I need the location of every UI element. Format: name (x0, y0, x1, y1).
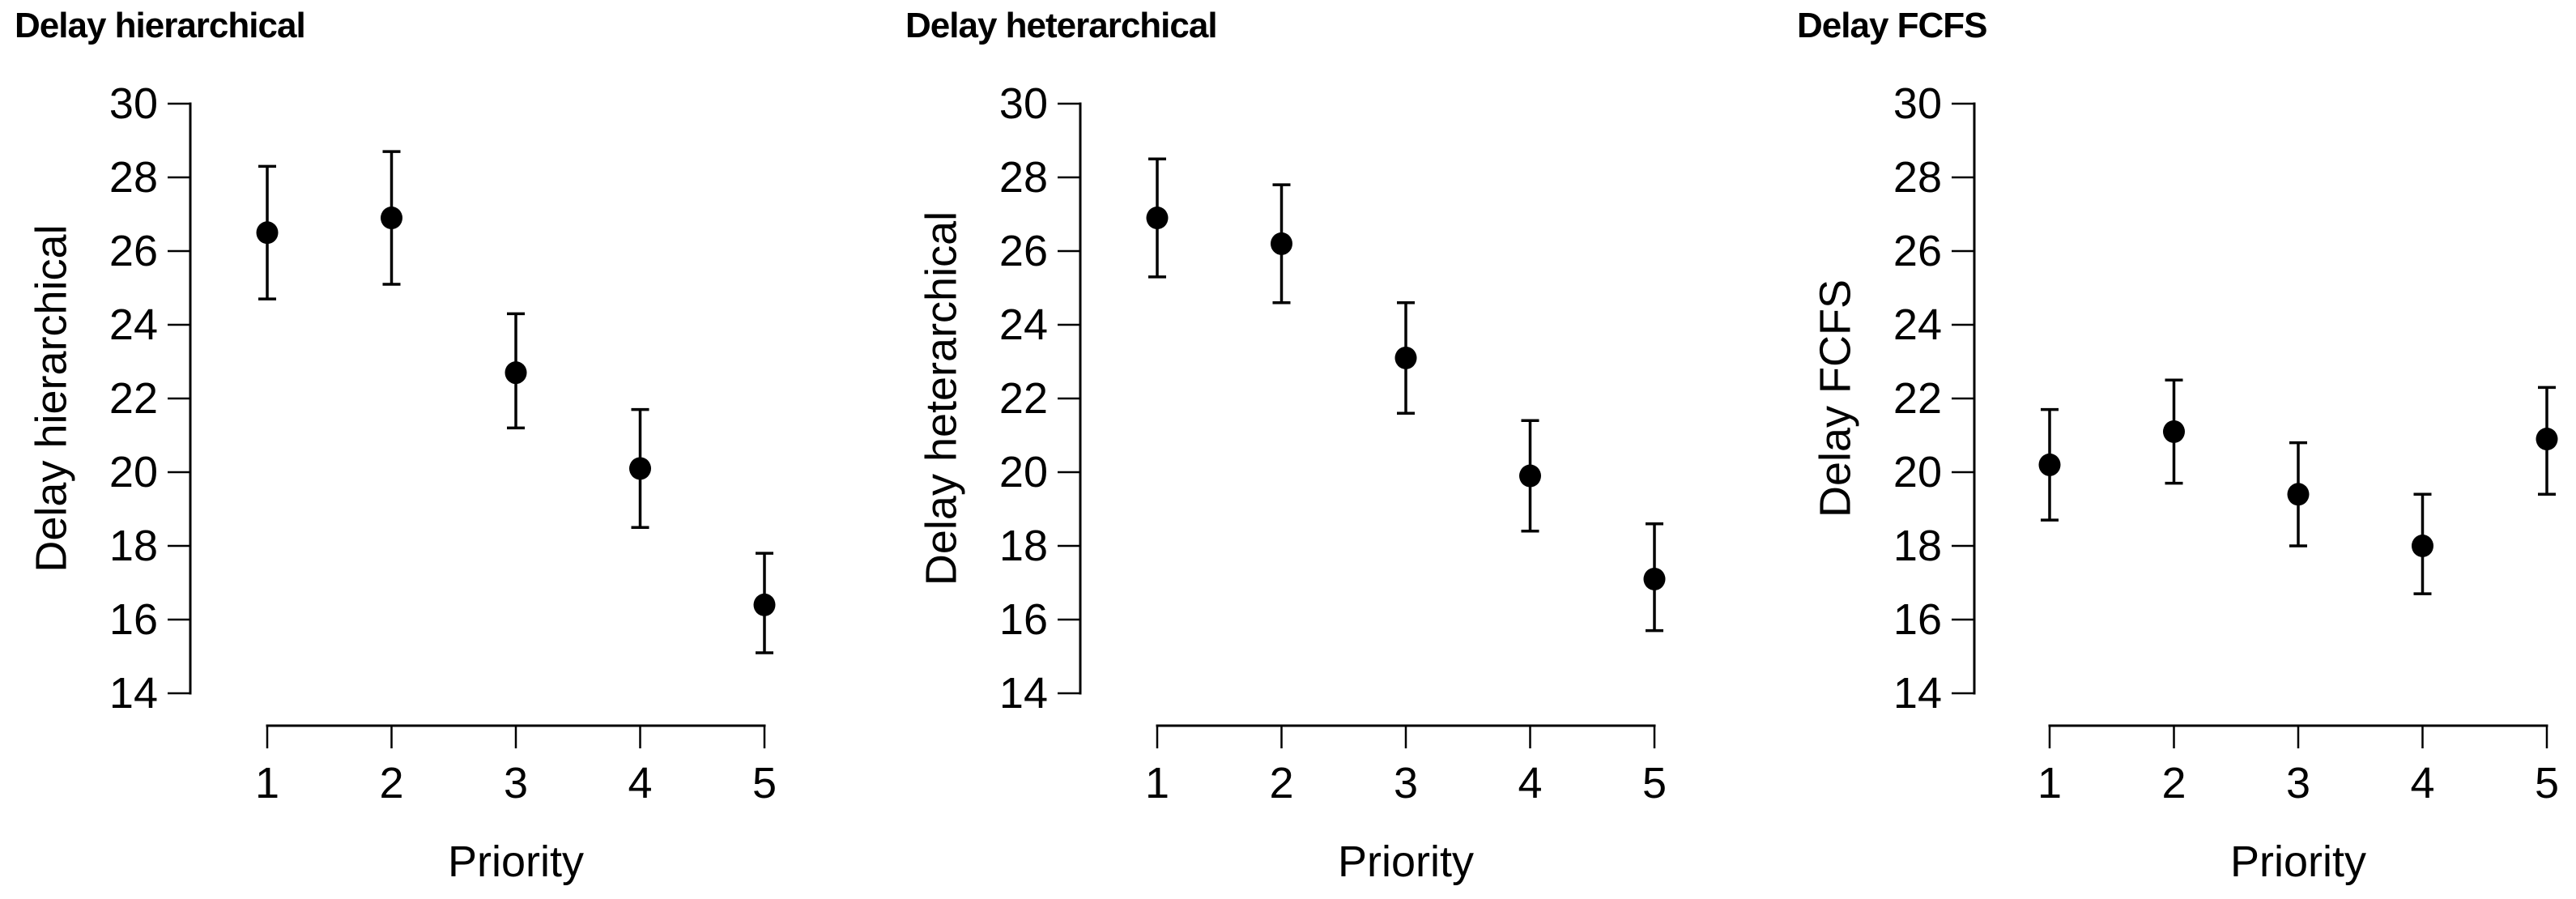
y-tick-label: 30 (1893, 79, 1942, 128)
y-tick-label: 16 (999, 595, 1048, 644)
y-tick-label: 22 (109, 374, 158, 423)
data-point (505, 361, 527, 385)
y-tick-label: 14 (999, 669, 1048, 718)
x-axis-label: Priority (2230, 837, 2366, 886)
y-tick-label: 28 (1893, 153, 1942, 202)
x-tick-label: 2 (2161, 759, 2186, 807)
y-tick-label: 30 (109, 79, 158, 128)
chart-title: Delay hierarchical (15, 6, 305, 45)
y-tick-label: 28 (109, 153, 158, 202)
data-point (1519, 464, 1541, 488)
y-tick-label: 18 (109, 522, 158, 570)
x-tick-label: 3 (2286, 759, 2310, 807)
y-tick-label: 22 (999, 374, 1048, 423)
error-bar (2287, 441, 2310, 547)
y-tick-label: 22 (1893, 374, 1942, 423)
x-axis-label: Priority (1338, 837, 1474, 886)
data-point (2412, 535, 2433, 557)
y-axis-label: Delay hierarchical (27, 224, 75, 572)
errorbar-plot-hierarchical: Delay hierarchical Delay hierarchical 30 28… (15, 6, 777, 886)
x-tick-label: 1 (255, 759, 279, 807)
y-tick-label: 24 (109, 300, 158, 349)
y-tick-label: 16 (1893, 595, 1942, 644)
y-tick-label: 16 (109, 595, 158, 644)
x-tick-label: 1 (2037, 759, 2062, 807)
y-tick-label: 26 (999, 227, 1048, 275)
y-tick-label: 18 (999, 522, 1048, 570)
x-tick-label: 5 (2535, 759, 2559, 807)
data-point (629, 457, 651, 480)
errorbar-plot-heterarchical: Delay heterarchical Delay heterarchical 30… (905, 6, 1667, 886)
data-point (753, 593, 776, 616)
y-tick-label: 14 (1893, 669, 1942, 718)
data-point (1146, 207, 1169, 230)
y-tick-label: 26 (109, 227, 158, 275)
data-point (2287, 483, 2310, 506)
data-point (2038, 453, 2061, 476)
data-point (381, 207, 402, 230)
error-bar (2038, 407, 2061, 522)
y-tick-label: 20 (1893, 448, 1942, 496)
panel-delay-hierarchical: Delay hierarchical Delay hierarchical 30 28… (0, 0, 858, 899)
error-bar (2536, 386, 2558, 496)
y-tick-label: 28 (999, 153, 1048, 202)
y-tick-label: 24 (999, 300, 1048, 349)
error-bar (2163, 378, 2185, 485)
y-axis-label: Delay FCFS (1811, 279, 1859, 518)
data-point (1271, 232, 1292, 255)
error-bar (381, 150, 402, 286)
x-tick-label: 2 (1269, 759, 1293, 807)
error-bar (256, 164, 279, 300)
data-point (1643, 567, 1666, 590)
x-tick-label: 3 (1394, 759, 1418, 807)
error-bar (629, 407, 651, 529)
y-tick-label: 18 (1893, 522, 1942, 570)
error-bar (1643, 522, 1666, 633)
x-tick-label: 1 (1145, 759, 1169, 807)
data-point (256, 221, 279, 245)
y-tick-label: 30 (999, 79, 1048, 128)
x-tick-label: 4 (628, 759, 652, 807)
y-tick-label: 20 (999, 448, 1048, 496)
y-axis-label: Delay heterarchical (917, 211, 965, 586)
chart-title: Delay heterarchical (905, 6, 1217, 45)
data-point (1394, 346, 1417, 369)
error-bar (2412, 492, 2433, 595)
x-tick-label: 5 (752, 759, 777, 807)
y-tick-label: 24 (1893, 300, 1942, 349)
x-tick-label: 3 (504, 759, 528, 807)
x-tick-label: 5 (1642, 759, 1667, 807)
data-point (2163, 420, 2185, 443)
error-bar (753, 552, 776, 654)
panel-delay-heterarchical: Delay heterarchical Delay heterarchical 30… (858, 0, 1717, 899)
error-bar (1394, 300, 1417, 415)
x-tick-label: 2 (379, 759, 403, 807)
x-tick-label: 4 (1518, 759, 1542, 807)
chart-title: Delay FCFS (1797, 6, 1987, 45)
y-tick-label: 20 (109, 448, 158, 496)
data-point (2536, 428, 2558, 451)
x-axis-label: Priority (448, 837, 584, 886)
error-bar (505, 312, 527, 430)
error-bar (1146, 157, 1169, 279)
y-tick-label: 14 (109, 669, 158, 718)
x-tick-label: 4 (2410, 759, 2434, 807)
error-bar (1271, 183, 1292, 305)
error-bar (1519, 419, 1541, 533)
y-tick-label: 26 (1893, 227, 1942, 275)
panel-delay-fcfs: Delay FCFS Delay FCFS 30 28 26 24 22 20 18 16 14 1 2… (1717, 0, 2575, 899)
